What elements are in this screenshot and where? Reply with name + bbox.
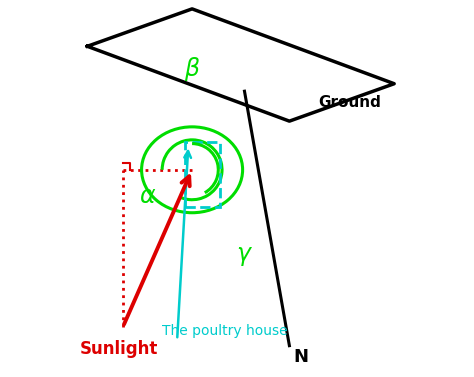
Text: N: N [293, 348, 308, 366]
Text: $\gamma$: $\gamma$ [236, 244, 253, 268]
Bar [184, 142, 220, 207]
Text: Sunlight: Sunlight [80, 340, 158, 359]
Text: Ground: Ground [318, 95, 381, 110]
Text: $\alpha$: $\alpha$ [138, 184, 156, 208]
Text: The poultry house: The poultry house [162, 324, 288, 338]
Text: $\beta$: $\beta$ [184, 55, 201, 83]
